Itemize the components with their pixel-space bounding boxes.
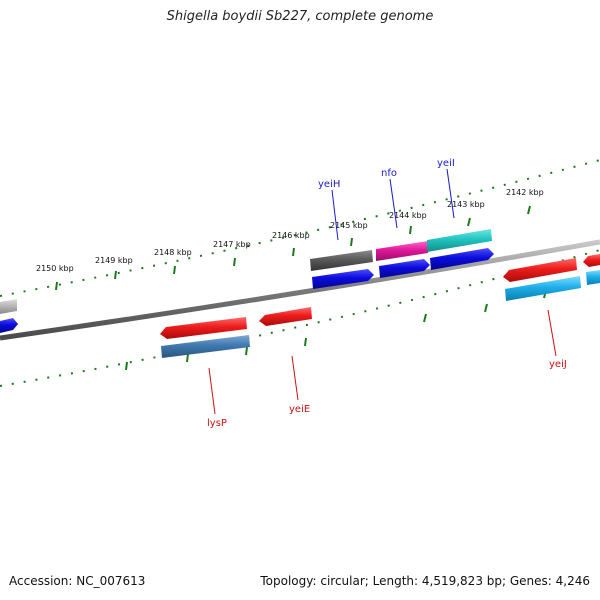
kbp-label-2143: 2143 kbp [447,200,485,209]
reverse-gene-labels: lysP yeiE yeiJ [207,359,567,429]
feature-blue-left [0,318,18,333]
kbp-label-2150: 2150 kbp [36,264,74,273]
feature-red-right [583,254,600,267]
kbp-label-2144: 2144 kbp [389,211,427,220]
feature-lightgray-left [0,299,17,314]
feature-blue-3 [430,248,494,270]
kbp-label-2148: 2148 kbp [154,248,192,257]
forward-gene-labels: yeiH nfo yeiI [318,158,455,190]
accession-label: Accession: NC_007613 [9,574,146,588]
gene-label-yeiH: yeiH [318,179,340,190]
feature-cyan-yeiJ [505,276,581,301]
kbp-label-2149: 2149 kbp [95,256,133,265]
kbp-label-2147: 2147 kbp [213,240,251,249]
feature-red-lysP [160,317,247,339]
feature-blue-1 [312,269,374,289]
feature-steel-lysP [161,335,250,358]
feature-red-yeiE [259,307,312,326]
feature-red-yeiJ [503,258,577,282]
reverse-leaders [208,309,557,415]
gene-label-nfo: nfo [381,168,397,179]
gene-label-yeiE: yeiE [289,404,310,415]
kbp-labels: 2150 kbp 2149 kbp 2148 kbp 2147 kbp 2146… [36,188,544,273]
reverse-features [160,254,600,358]
genome-backbone [0,239,600,341]
map-title: Shigella boydii Sb227, complete genome [166,9,434,24]
kbp-label-2142: 2142 kbp [506,188,544,197]
feature-blue-2 [379,259,430,278]
genome-summary: Topology: circular; Length: 4,519,823 bp… [260,574,590,588]
inner-major-ticks [125,289,547,371]
forward-features [0,229,494,333]
forward-leaders [331,168,455,241]
feature-cyan-right [586,270,600,285]
outer-major-ticks [55,205,531,291]
kbp-label-2146: 2146 kbp [272,231,310,240]
gene-label-yeiJ: yeiJ [549,359,567,370]
feature-magenta-nfo [376,241,428,261]
feature-gray-yeiH [310,250,373,271]
gene-label-lysP: lysP [207,418,227,429]
feature-teal-yeiI [427,229,492,252]
gene-label-yeiI: yeiI [437,158,455,169]
outer-scale-ring [0,159,600,297]
kbp-label-2145: 2145 kbp [330,221,368,230]
